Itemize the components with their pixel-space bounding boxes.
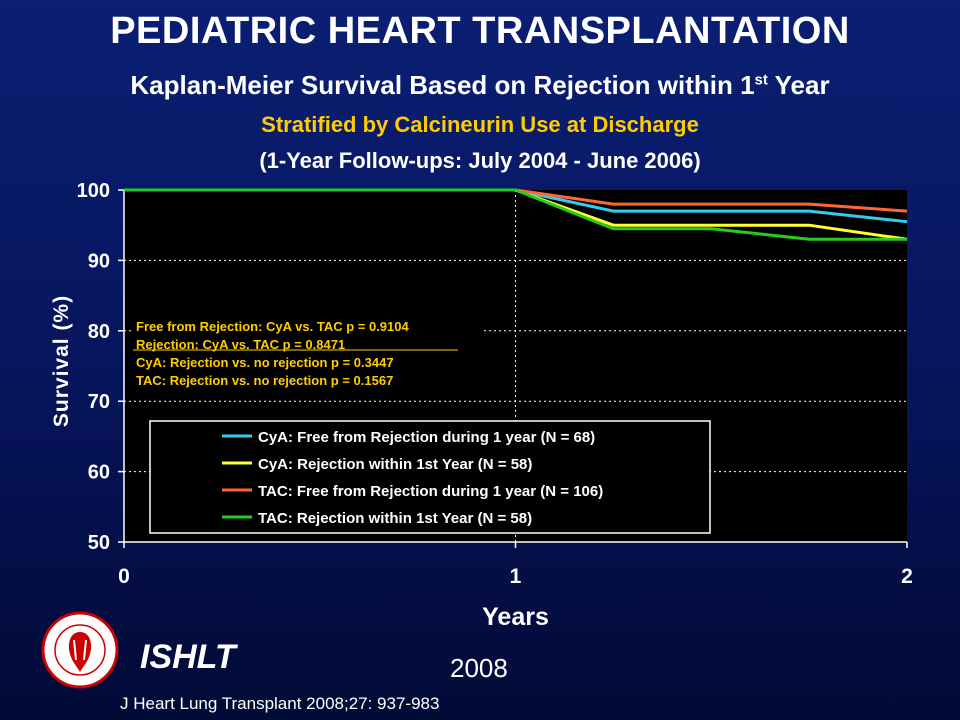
x-tick-label: 0 xyxy=(118,565,130,588)
stratification-heading: Stratified by Calcineurin Use at Dischar… xyxy=(261,112,699,137)
y-tick-label: 60 xyxy=(88,462,110,484)
year-label: 2008 xyxy=(450,653,508,683)
slide-subtitle: Kaplan-Meier Survival Based on Rejection… xyxy=(0,70,960,101)
x-tick-label: 1 xyxy=(510,565,522,588)
subtitle-main: Kaplan-Meier Survival Based on Rejection… xyxy=(130,70,755,100)
y-tick-label: 80 xyxy=(88,321,110,343)
subtitle-end: Year xyxy=(767,70,830,100)
legend-box xyxy=(149,420,711,534)
x-tick-label: 2 xyxy=(901,565,913,588)
x-axis-label: Years xyxy=(482,603,549,631)
y-tick-label: 70 xyxy=(88,391,110,413)
ishlt-label: ISHLT xyxy=(140,638,236,676)
stats-annotation: Rejection: CyA vs. TAC p = 0.8471 xyxy=(136,337,345,352)
ishlt-logo xyxy=(41,611,119,689)
followup-heading: (1-Year Follow-ups: July 2004 - June 200… xyxy=(259,148,701,173)
slide-title: PEDIATRIC HEART TRANSPLANTATION xyxy=(110,10,850,52)
y-tick-label: 50 xyxy=(88,532,110,554)
stats-annotation: TAC: Rejection vs. no rejection p = 0.15… xyxy=(136,373,393,388)
stats-annotation: Free from Rejection: CyA vs. TAC p = 0.9… xyxy=(136,319,409,334)
y-tick-label: 90 xyxy=(88,250,110,272)
citation-text: J Heart Lung Transplant 2008;27: 937-983 xyxy=(120,694,440,713)
y-tick-label: 100 xyxy=(77,180,110,202)
stats-box xyxy=(133,316,481,390)
y-axis-label: Survival (%) xyxy=(50,295,73,427)
legend-label: CyA: Free from Rejection during 1 year (… xyxy=(258,429,595,446)
subtitle-superscript: st xyxy=(754,71,768,89)
stats-annotation: CyA: Rejection vs. no rejection p = 0.34… xyxy=(136,355,394,370)
series-line-4 xyxy=(124,188,907,241)
legend-label: TAC: Rejection within 1st Year (N = 58) xyxy=(258,510,532,527)
legend-label: TAC: Free from Rejection during 1 year (… xyxy=(258,483,603,500)
legend-label: CyA: Rejection within 1st Year (N = 58) xyxy=(258,456,532,473)
